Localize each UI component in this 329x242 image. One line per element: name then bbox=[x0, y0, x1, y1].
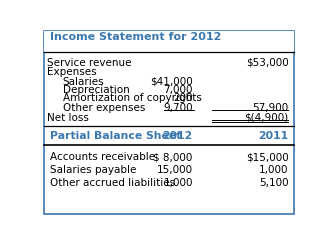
Text: $41,000: $41,000 bbox=[150, 76, 193, 87]
Text: Depreciation: Depreciation bbox=[63, 85, 130, 95]
Text: Expenses: Expenses bbox=[47, 67, 97, 77]
Text: $(4,900): $(4,900) bbox=[244, 113, 289, 123]
Text: 200: 200 bbox=[173, 93, 193, 103]
Text: 57,900: 57,900 bbox=[252, 103, 289, 113]
Text: 7,000: 7,000 bbox=[163, 85, 193, 95]
Text: Salaries: Salaries bbox=[63, 76, 104, 87]
Text: Partial Balance Sheet: Partial Balance Sheet bbox=[50, 131, 181, 141]
Text: Accounts receivable: Accounts receivable bbox=[50, 152, 155, 162]
Text: $53,000: $53,000 bbox=[246, 58, 289, 68]
Text: 9,700: 9,700 bbox=[163, 103, 193, 113]
Text: Net loss: Net loss bbox=[47, 113, 89, 123]
Text: Salaries payable: Salaries payable bbox=[50, 165, 137, 175]
Text: $ 8,000: $ 8,000 bbox=[153, 152, 193, 162]
Text: 1,000: 1,000 bbox=[259, 165, 289, 175]
Text: 5,100: 5,100 bbox=[259, 178, 289, 188]
FancyBboxPatch shape bbox=[44, 31, 293, 213]
Text: Other expenses: Other expenses bbox=[63, 103, 145, 113]
Text: 15,000: 15,000 bbox=[157, 165, 193, 175]
FancyBboxPatch shape bbox=[44, 31, 293, 52]
Text: 1,000: 1,000 bbox=[163, 178, 193, 188]
Text: Income Statement for 2012: Income Statement for 2012 bbox=[50, 32, 221, 42]
Text: 2012: 2012 bbox=[163, 131, 193, 141]
Text: Other accrued liabilities: Other accrued liabilities bbox=[50, 178, 175, 188]
Text: Service revenue: Service revenue bbox=[47, 58, 132, 68]
Text: 2011: 2011 bbox=[258, 131, 289, 141]
Text: Amortization of copyrights: Amortization of copyrights bbox=[63, 93, 202, 103]
Text: $15,000: $15,000 bbox=[246, 152, 289, 162]
